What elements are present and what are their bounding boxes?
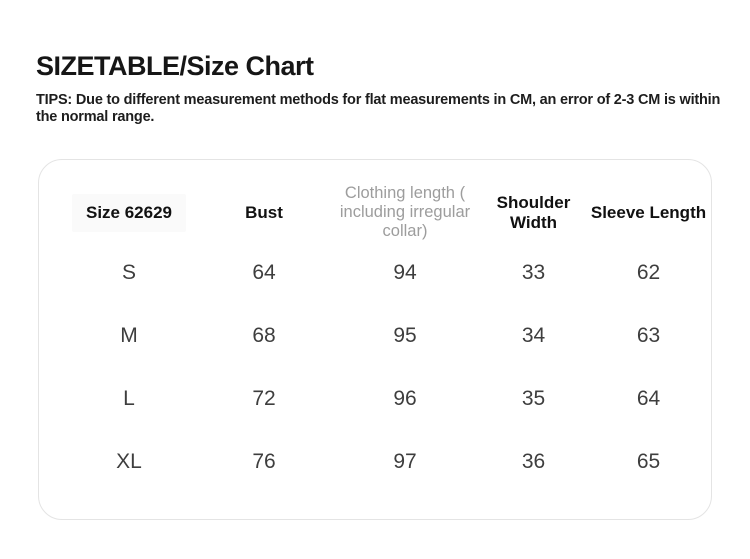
value-cell: 94	[393, 261, 417, 285]
value-cell: 64	[636, 387, 661, 411]
column-header-sleeve-length: Sleeve Length	[590, 203, 707, 223]
table-row-s: S 64 94 33 62	[39, 242, 711, 305]
value-cell: 36	[521, 450, 546, 474]
size-code-label: Size 62629	[71, 194, 186, 232]
size-cell: XL	[116, 450, 142, 474]
page-title: SIZETABLE/Size Chart	[36, 51, 314, 81]
value-cell: 72	[252, 387, 276, 411]
column-header-bust: Bust	[245, 203, 283, 223]
size-cell: M	[120, 324, 138, 348]
value-cell: 34	[521, 324, 546, 348]
value-cell: 68	[252, 324, 276, 348]
value-cell: 63	[636, 324, 661, 348]
value-cell: 33	[521, 261, 546, 285]
value-cell: 64	[252, 261, 276, 285]
value-cell: 97	[393, 450, 417, 474]
size-chart-table: Size 62629 Bust Clothing length ( includ…	[39, 160, 711, 494]
value-cell: 62	[636, 261, 661, 285]
size-chart-section: SIZETABLE/Size Chart TIPS: Due to differ…	[0, 51, 750, 559]
table-row-m: M 68 95 34 63	[39, 305, 711, 368]
value-cell: 76	[252, 450, 276, 474]
value-cell: 96	[393, 387, 417, 411]
size-chart-card: Size 62629 Bust Clothing length ( includ…	[38, 158, 712, 520]
column-header-size: Size 62629	[39, 160, 199, 242]
table-row-l: L 72 96 35 64	[39, 368, 711, 431]
value-cell: 35	[521, 387, 546, 411]
size-cell: L	[123, 387, 135, 411]
header-row: Size 62629 Bust Clothing length ( includ…	[39, 160, 711, 242]
value-cell: 65	[636, 450, 661, 474]
column-header-clothing-length: Clothing length ( including irregular co…	[339, 184, 471, 241]
column-header-shoulder-width: Shoulder Width	[496, 193, 571, 232]
value-cell: 95	[393, 324, 417, 348]
tips-text: TIPS: Due to different measurement metho…	[36, 91, 721, 125]
size-cell: S	[121, 261, 136, 285]
table-row-xl: XL 76 97 36 65	[39, 431, 711, 494]
